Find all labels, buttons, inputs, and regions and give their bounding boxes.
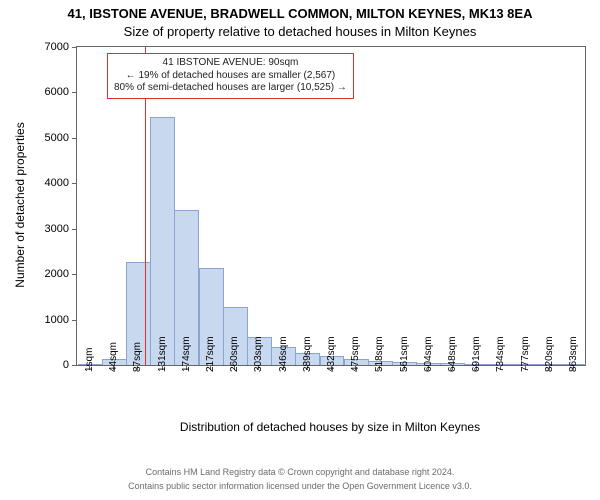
y-axis-label: Number of detached properties xyxy=(13,122,27,287)
chart-title-2: Size of property relative to detached ho… xyxy=(0,24,600,40)
annotation-line-3: 80% of semi-detached houses are larger (… xyxy=(114,82,347,95)
ytick-label: 1000 xyxy=(45,314,77,326)
xtick-label: 863sqm xyxy=(568,365,579,372)
xtick-label: 303sqm xyxy=(253,365,264,372)
annotation-line-1: 41 IBSTONE AVENUE: 90sqm xyxy=(114,57,347,70)
xtick-label: 87sqm xyxy=(132,365,143,372)
histogram-bar xyxy=(150,117,175,365)
ytick-label: 3000 xyxy=(45,223,77,235)
ytick-label: 7000 xyxy=(45,41,77,53)
annotation-line-2: ← 19% of detached houses are smaller (2,… xyxy=(114,70,347,83)
ytick-label: 4000 xyxy=(45,177,77,189)
xtick-label: 734sqm xyxy=(495,365,506,372)
xtick-label: 475sqm xyxy=(350,365,361,372)
xtick-label: 518sqm xyxy=(374,365,385,372)
xtick-label: 691sqm xyxy=(471,365,482,372)
xtick-label: 346sqm xyxy=(278,365,289,372)
xtick-label: 217sqm xyxy=(205,365,216,372)
ytick-label: 2000 xyxy=(45,268,77,280)
ytick-label: 6000 xyxy=(45,86,77,98)
xtick-label: 174sqm xyxy=(181,365,192,372)
plot-area: 010002000300040005000600070001sqm44sqm87… xyxy=(76,46,586,366)
ytick-label: 0 xyxy=(63,359,77,371)
chart-container: 41, IBSTONE AVENUE, BRADWELL COMMON, MIL… xyxy=(0,0,600,500)
chart-title-1: 41, IBSTONE AVENUE, BRADWELL COMMON, MIL… xyxy=(0,6,600,22)
xtick-label: 561sqm xyxy=(399,365,410,372)
xtick-label: 604sqm xyxy=(423,365,434,372)
annotation-box: 41 IBSTONE AVENUE: 90sqm← 19% of detache… xyxy=(107,53,354,99)
xtick-label: 432sqm xyxy=(326,365,337,372)
xtick-label: 1sqm xyxy=(84,365,95,372)
xtick-label: 777sqm xyxy=(520,365,531,372)
xtick-label: 389sqm xyxy=(302,365,313,372)
xtick-label: 820sqm xyxy=(544,365,555,372)
xtick-label: 648sqm xyxy=(447,365,458,372)
footer-line-2: Contains public sector information licen… xyxy=(0,481,600,492)
ytick-label: 5000 xyxy=(45,132,77,144)
x-axis-label: Distribution of detached houses by size … xyxy=(180,420,480,434)
xtick-label: 260sqm xyxy=(229,365,240,372)
xtick-label: 44sqm xyxy=(108,365,119,372)
footer-line-1: Contains HM Land Registry data © Crown c… xyxy=(0,467,600,478)
xtick-label: 131sqm xyxy=(157,365,168,372)
